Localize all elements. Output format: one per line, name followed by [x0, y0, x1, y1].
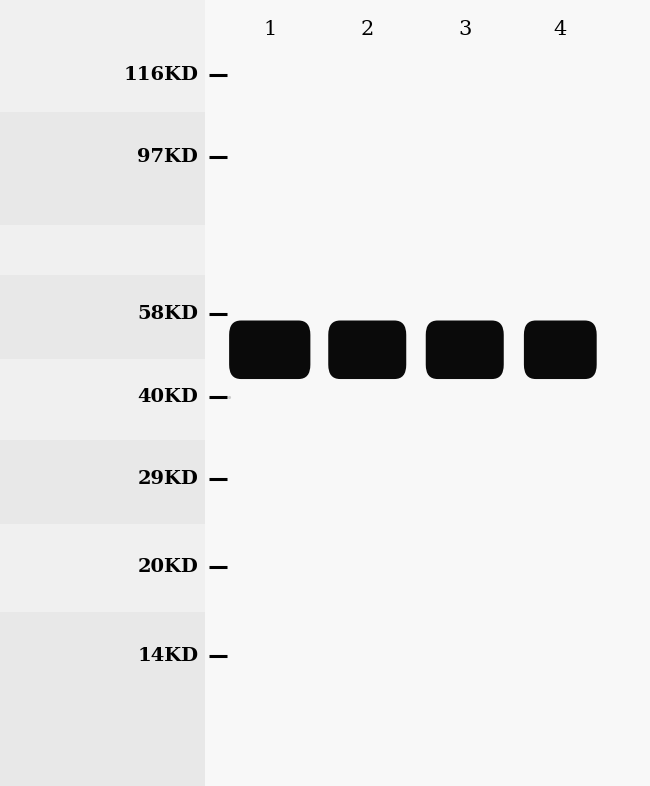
Text: 116KD: 116KD: [124, 66, 198, 83]
Text: 3: 3: [458, 20, 471, 39]
Text: 97KD: 97KD: [137, 149, 198, 166]
FancyBboxPatch shape: [426, 321, 504, 379]
FancyBboxPatch shape: [328, 321, 406, 379]
Bar: [0, 524, 205, 612]
Bar: [205, 0, 650, 786]
Text: 40KD: 40KD: [137, 388, 198, 406]
Bar: [0, 0, 205, 786]
Bar: [0, 275, 205, 359]
Text: 29KD: 29KD: [137, 471, 198, 488]
Text: 1: 1: [263, 20, 276, 39]
FancyBboxPatch shape: [524, 321, 597, 379]
Bar: [0, 112, 205, 225]
Bar: [0, 359, 205, 440]
Bar: [0, 440, 205, 524]
Text: 14KD: 14KD: [137, 648, 198, 665]
Bar: [0, 225, 205, 275]
Text: 2: 2: [361, 20, 374, 39]
Bar: [0, 612, 205, 786]
Text: 4: 4: [554, 20, 567, 39]
Bar: [0, 0, 205, 112]
Text: 20KD: 20KD: [137, 559, 198, 576]
FancyBboxPatch shape: [229, 321, 311, 379]
Text: 58KD: 58KD: [137, 306, 198, 323]
